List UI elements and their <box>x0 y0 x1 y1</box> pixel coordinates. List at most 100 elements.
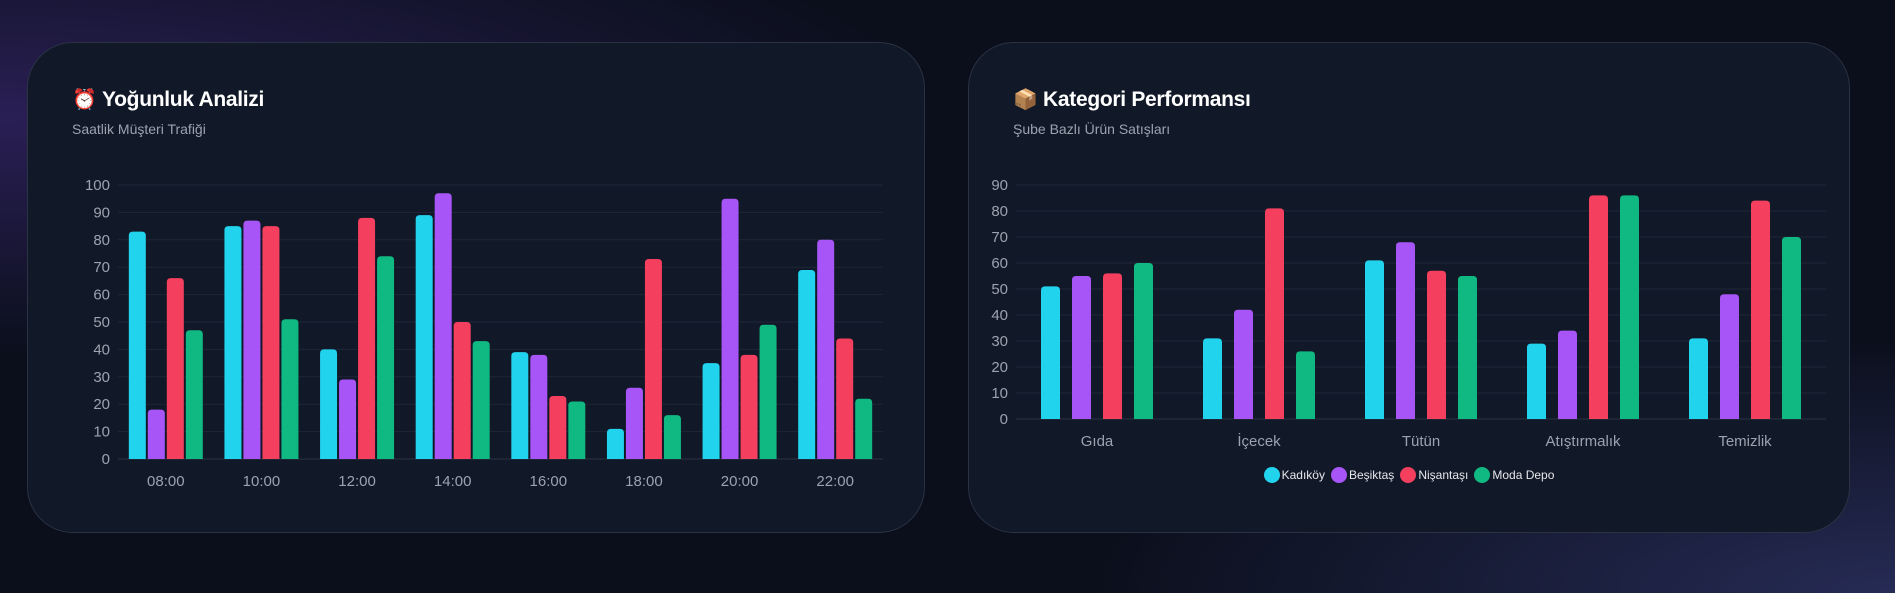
y-tick-label: 80 <box>991 203 1008 220</box>
y-tick-label: 0 <box>102 451 110 468</box>
legend-label: Kadıköy <box>1281 468 1325 482</box>
legend-label: Nişantaşı <box>1418 468 1469 482</box>
y-tick-label: 90 <box>991 177 1008 194</box>
bar-kadıköy[interactable]: Kadıköy: 61 <box>1365 260 1384 419</box>
bar-beşiktaş[interactable]: Beşiktaş: 34 <box>1558 330 1577 419</box>
y-tick-label: 60 <box>991 255 1008 272</box>
y-tick-label: 20 <box>991 359 1008 376</box>
bar-beşiktaş[interactable]: Beşiktaş: 80 <box>817 239 835 459</box>
bar-moda-depo[interactable]: Moda Depo: 16 <box>663 415 681 459</box>
bar-beşiktaş[interactable]: Beşiktaş: 55 <box>1072 276 1091 419</box>
bar-moda-depo[interactable]: Moda Depo: 47 <box>185 330 203 459</box>
bar-kadıköy[interactable]: Kadıköy: 31 <box>1203 338 1222 419</box>
bar-moda-depo[interactable]: Moda Depo: 26 <box>1296 351 1315 419</box>
category-sales-chart: 0 10 20 30 40 50 60 70 80 90 Gıda Kadıköy: 51 Beşikt… <box>991 177 1826 450</box>
bar-kadıköy[interactable]: Kadıköy: 51 <box>1041 286 1060 419</box>
legend-item-kadikoy[interactable]: Kadıköy <box>1263 467 1325 483</box>
bar-moda-depo[interactable]: Moda Depo: 51 <box>281 319 299 459</box>
y-tick-label: 40 <box>991 307 1008 324</box>
legend-swatch <box>1263 467 1280 483</box>
y-tick-label: 20 <box>93 396 110 413</box>
bar-moda-depo[interactable]: Moda Depo: 60 <box>1134 263 1153 419</box>
chart-legend: Kadıköy Beşiktaş Nişantaşı Moda Depo <box>969 467 1849 483</box>
x-tick-label: 20:00 <box>721 473 759 490</box>
bar-nişantaşı[interactable]: Nişantaşı: 84 <box>1751 200 1770 419</box>
y-tick-label: 60 <box>93 287 110 304</box>
y-tick-label: 90 <box>93 204 110 221</box>
bar-beşiktaş[interactable]: Beşiktaş: 18 <box>147 409 165 459</box>
bar-nişantaşı[interactable]: Nişantaşı: 57 <box>1427 270 1446 419</box>
y-tick-label: 0 <box>1000 411 1008 428</box>
x-tick-label: Atıştırmalık <box>1545 433 1621 450</box>
bar-kadıköy[interactable]: Kadıköy: 11 <box>606 428 624 459</box>
x-tick-label: 22:00 <box>816 473 854 490</box>
x-tick-label: Gıda <box>1081 433 1114 450</box>
category-performance-card: 📦 Kategori Performansı Şube Bazlı Ürün S… <box>968 42 1850 533</box>
card-subtitle: Şube Bazlı Ürün Satışları <box>1013 121 1171 137</box>
card-title-text: Kategori Performansı <box>1043 87 1251 111</box>
bar-kadıköy[interactable]: Kadıköy: 85 <box>224 226 242 459</box>
y-tick-label: 80 <box>93 232 110 249</box>
bar-nişantaşı[interactable]: Nişantaşı: 66 <box>166 278 184 459</box>
bar-kadıköy[interactable]: Kadıköy: 40 <box>320 349 338 459</box>
bar-beşiktaş[interactable]: Beşiktaş: 68 <box>1396 242 1415 419</box>
x-tick-label: 18:00 <box>625 473 663 490</box>
y-tick-label: 10 <box>991 385 1008 402</box>
y-tick-label: 50 <box>93 314 110 331</box>
legend-item-nisantasi[interactable]: Nişantaşı <box>1400 467 1468 483</box>
bar-beşiktaş[interactable]: Beşiktaş: 48 <box>1720 294 1739 419</box>
bar-moda-depo[interactable]: Moda Depo: 49 <box>759 324 777 459</box>
legend-label: Moda Depo <box>1492 468 1555 482</box>
bar-moda-depo[interactable]: Moda Depo: 21 <box>568 401 586 459</box>
bar-moda-depo[interactable]: Moda Depo: 22 <box>855 398 873 459</box>
bar-moda-depo[interactable]: Moda Depo: 70 <box>1782 237 1801 419</box>
card-title: 📦 Kategori Performansı <box>1013 87 1251 112</box>
bar-nişantaşı[interactable]: Nişantaşı: 44 <box>836 338 854 459</box>
card-title-text: Yoğunluk Analizi <box>102 87 265 111</box>
bar-beşiktaş[interactable]: Beşiktaş: 38 <box>530 354 548 459</box>
bar-kadıköy[interactable]: Kadıköy: 89 <box>415 215 433 459</box>
bar-nişantaşı[interactable]: Nişantaşı: 56 <box>1103 273 1122 419</box>
legend-swatch <box>1474 467 1491 483</box>
bar-beşiktaş[interactable]: Beşiktaş: 87 <box>243 220 261 459</box>
bar-kadıköy[interactable]: Kadıköy: 69 <box>798 269 816 459</box>
alarm-clock-icon: ⏰ <box>72 89 97 111</box>
bar-beşiktaş[interactable]: Beşiktaş: 42 <box>1234 309 1253 419</box>
bar-kadıköy[interactable]: Kadıköy: 35 <box>702 363 720 459</box>
card-title: ⏰ Yoğunluk Analizi <box>72 87 264 112</box>
bar-nişantaşı[interactable]: Nişantaşı: 38 <box>740 354 758 459</box>
x-tick-label: 16:00 <box>530 473 568 490</box>
bar-nişantaşı[interactable]: Nişantaşı: 86 <box>1589 195 1608 419</box>
y-tick-label: 40 <box>93 341 110 358</box>
bar-nişantaşı[interactable]: Nişantaşı: 88 <box>358 217 376 459</box>
bar-nişantaşı[interactable]: Nişantaşı: 50 <box>453 322 471 459</box>
y-tick-label: 50 <box>991 281 1008 298</box>
bar-beşiktaş[interactable]: Beşiktaş: 95 <box>721 198 739 459</box>
bar-nişantaşı[interactable]: Nişantaşı: 85 <box>262 226 280 459</box>
bar-kadıköy[interactable]: Kadıköy: 29 <box>1527 343 1546 419</box>
bar-beşiktaş[interactable]: Beşiktaş: 29 <box>339 379 357 459</box>
x-tick-label: İçecek <box>1237 432 1281 450</box>
bar-beşiktaş[interactable]: Beşiktaş: 26 <box>625 387 643 459</box>
y-tick-label: 10 <box>93 424 110 441</box>
bar-kadıköy[interactable]: Kadıköy: 31 <box>1689 338 1708 419</box>
x-tick-label: 14:00 <box>434 473 472 490</box>
x-tick-label: Tütün <box>1402 433 1440 450</box>
bar-nişantaşı[interactable]: Nişantaşı: 73 <box>644 258 662 459</box>
legend-item-besiktas[interactable]: Beşiktaş <box>1330 467 1395 483</box>
card-subtitle: Saatlik Müşteri Trafiği <box>72 121 206 137</box>
bar-nişantaşı[interactable]: Nişantaşı: 81 <box>1265 208 1284 419</box>
bar-moda-depo[interactable]: Moda Depo: 43 <box>472 341 490 459</box>
bar-nişantaşı[interactable]: Nişantaşı: 23 <box>549 395 567 459</box>
bar-kadıköy[interactable]: Kadıköy: 39 <box>511 352 529 459</box>
legend-item-moda-depo[interactable]: Moda Depo <box>1474 467 1554 483</box>
legend-swatch <box>1400 467 1417 483</box>
legend-label: Beşiktaş <box>1348 468 1395 482</box>
bar-beşiktaş[interactable]: Beşiktaş: 97 <box>434 193 452 459</box>
bar-moda-depo[interactable]: Moda Depo: 55 <box>1458 276 1477 419</box>
bar-kadıköy[interactable]: Kadıköy: 83 <box>128 231 146 459</box>
bar-moda-depo[interactable]: Moda Depo: 74 <box>377 256 395 459</box>
bar-moda-depo[interactable]: Moda Depo: 86 <box>1620 195 1639 419</box>
y-tick-label: 70 <box>93 259 110 276</box>
